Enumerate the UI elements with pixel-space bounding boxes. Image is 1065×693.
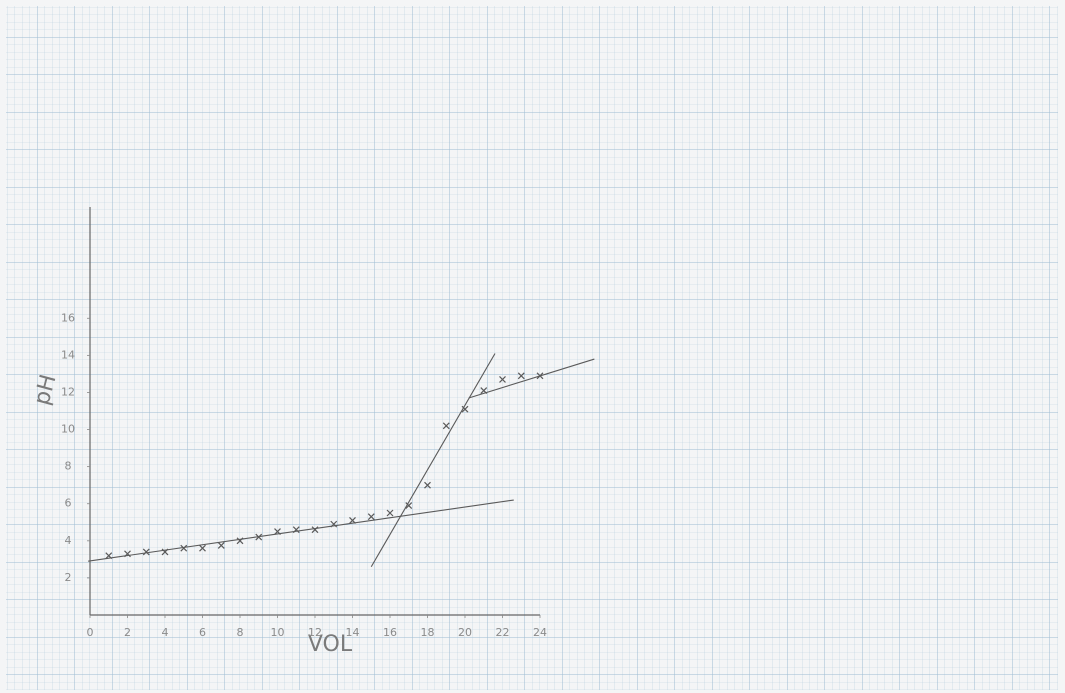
page: {"chart_data": { "type": "scatter", "x_l… bbox=[0, 0, 1065, 693]
graph-paper: pH VOL 024681012141618202224246810121416 bbox=[0, 0, 1065, 693]
x-tick-label: 16 bbox=[383, 626, 397, 639]
y-tick-label: 12 bbox=[61, 385, 75, 398]
y-tick-label: 6 bbox=[65, 497, 72, 510]
x-tick-label: 14 bbox=[346, 626, 360, 639]
x-tick-label: 6 bbox=[199, 626, 206, 639]
x-tick-label: 22 bbox=[496, 626, 510, 639]
grid-paper bbox=[6, 6, 1058, 690]
x-tick-label: 8 bbox=[237, 626, 244, 639]
x-tick-label: 24 bbox=[533, 626, 547, 639]
y-tick-label: 4 bbox=[65, 534, 72, 547]
y-tick-label: 8 bbox=[65, 460, 72, 473]
x-tick-label: 4 bbox=[162, 626, 169, 639]
x-tick-label: 10 bbox=[271, 626, 285, 639]
x-tick-label: 2 bbox=[124, 626, 131, 639]
y-tick-label: 16 bbox=[61, 311, 75, 324]
y-tick-label: 10 bbox=[61, 423, 75, 436]
y-tick-label: 2 bbox=[65, 571, 72, 584]
y-tick-label: 14 bbox=[61, 348, 75, 361]
x-tick-label: 0 bbox=[87, 626, 94, 639]
x-tick-label: 12 bbox=[308, 626, 322, 639]
x-tick-label: 18 bbox=[421, 626, 435, 639]
x-tick-label: 20 bbox=[458, 626, 472, 639]
